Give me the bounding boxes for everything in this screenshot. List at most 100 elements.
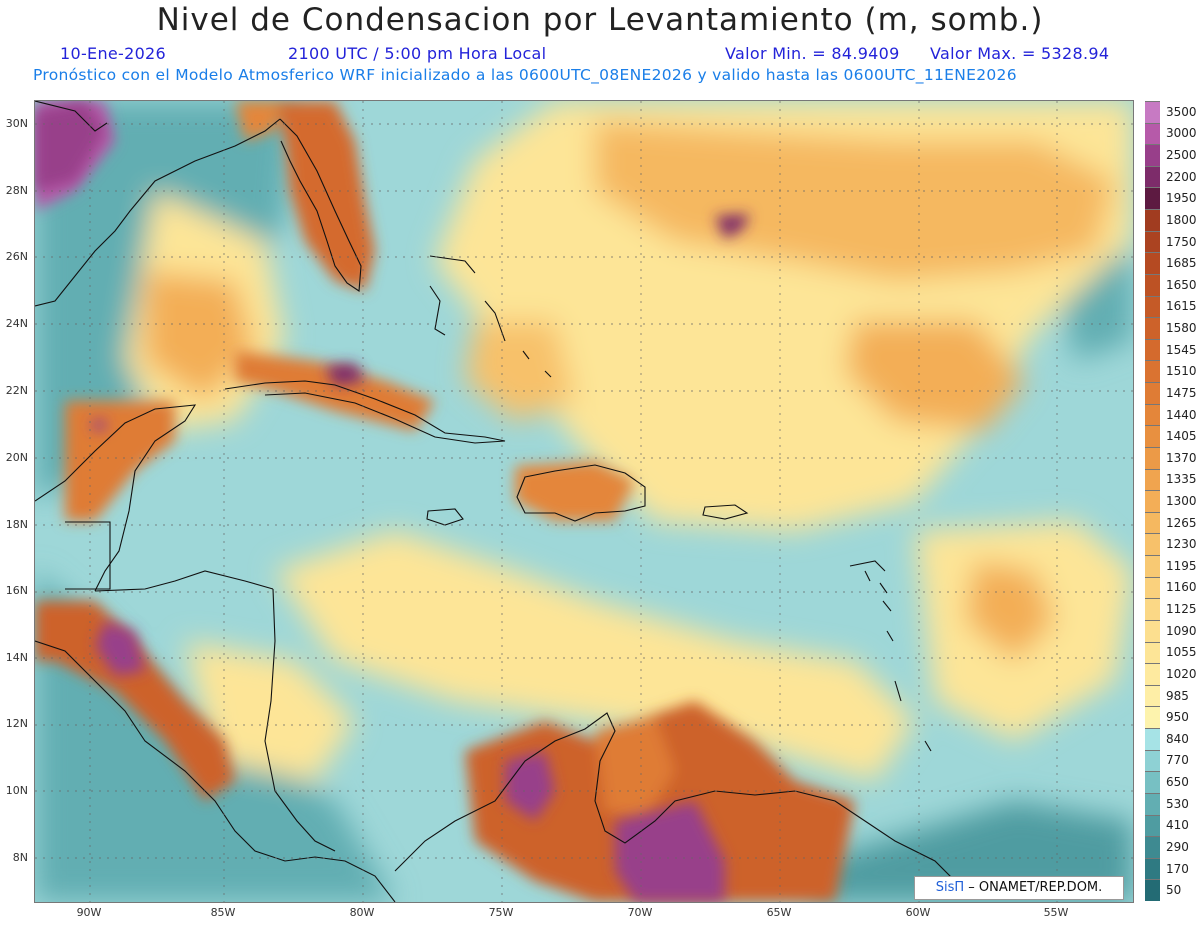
chart-title: Nivel de Condensacion por Levantamiento … xyxy=(156,2,1044,38)
legend-color-box xyxy=(1145,771,1160,793)
legend-label: 1950 xyxy=(1166,191,1197,206)
legend-label: 1020 xyxy=(1166,666,1197,681)
legend-color-box xyxy=(1145,230,1160,253)
legend-color-box xyxy=(1145,814,1160,837)
legend-label: 410 xyxy=(1166,818,1189,833)
lon-label: 80W xyxy=(349,906,375,919)
legend-label: 2200 xyxy=(1166,169,1197,184)
legend-color-box xyxy=(1145,641,1160,664)
legend-color-box xyxy=(1145,273,1160,296)
lat-label: 10N xyxy=(5,784,28,797)
legend-label: 3000 xyxy=(1166,126,1197,141)
legend-color-box xyxy=(1145,749,1160,772)
forecast-date: 10-Ene-2026 xyxy=(60,44,167,63)
legend-color-box xyxy=(1145,122,1160,145)
legend-label: 1440 xyxy=(1166,407,1197,422)
legend-color-box xyxy=(1145,187,1160,210)
legend-color-box xyxy=(1145,382,1160,404)
lat-label: 18N xyxy=(5,518,28,531)
legend-color-box xyxy=(1145,706,1160,728)
legend-color-box xyxy=(1145,879,1160,901)
legend-label: 1475 xyxy=(1166,385,1197,400)
legend-color-box xyxy=(1145,252,1160,274)
legend-label: 290 xyxy=(1166,839,1189,854)
color-legend xyxy=(1145,101,1160,901)
legend-color-box xyxy=(1145,317,1160,339)
lcl-shaded-field xyxy=(35,101,1133,902)
legend-color-box xyxy=(1145,533,1160,556)
legend-color-box xyxy=(1145,425,1160,447)
lon-label: 55W xyxy=(1043,906,1069,919)
legend-color-box xyxy=(1145,101,1160,123)
legend-label: 1055 xyxy=(1166,645,1197,660)
lcl-map xyxy=(34,100,1134,903)
legend-label: 1160 xyxy=(1166,580,1197,595)
legend-color-box xyxy=(1145,619,1160,642)
legend-color-box xyxy=(1145,338,1160,361)
legend-color-box xyxy=(1145,209,1160,231)
lon-label: 65W xyxy=(766,906,792,919)
legend-label: 770 xyxy=(1166,753,1189,768)
lon-label: 70W xyxy=(627,906,653,919)
credit-text: – ONAMET/REP.DOM. xyxy=(964,880,1103,895)
value-max: Valor Max. = 5328.94 xyxy=(930,44,1110,63)
legend-color-box xyxy=(1145,684,1160,707)
legend-label: 530 xyxy=(1166,796,1189,811)
lat-label: 12N xyxy=(5,717,28,730)
legend-color-box xyxy=(1145,598,1160,620)
legend-label: 3500 xyxy=(1166,104,1197,119)
legend-label: 1125 xyxy=(1166,602,1197,617)
legend-label: 1615 xyxy=(1166,299,1197,314)
legend-label: 1265 xyxy=(1166,515,1197,530)
lon-label: 75W xyxy=(488,906,514,919)
value-min: Valor Min. = 84.9409 xyxy=(725,44,900,63)
legend-label: 985 xyxy=(1166,688,1189,703)
legend-color-box xyxy=(1145,511,1160,534)
legend-color-box xyxy=(1145,792,1160,815)
legend-label: 1230 xyxy=(1166,537,1197,552)
lat-label: 26N xyxy=(5,250,28,263)
legend-color-box xyxy=(1145,728,1160,750)
legend-label: 1510 xyxy=(1166,364,1197,379)
legend-label: 1195 xyxy=(1166,558,1197,573)
credit-box: SisΠ – ONAMET/REP.DOM. xyxy=(914,876,1124,900)
credit-brand: SisΠ xyxy=(935,880,965,895)
lat-label: 20N xyxy=(5,451,28,464)
legend-color-box xyxy=(1145,165,1160,188)
legend-color-box xyxy=(1145,403,1160,426)
lat-label: 30N xyxy=(5,117,28,130)
legend-label: 1300 xyxy=(1166,494,1197,508)
lon-label: 85W xyxy=(210,906,236,919)
legend-label: 1335 xyxy=(1166,472,1197,487)
legend-label: 1545 xyxy=(1166,342,1197,357)
lat-label: 16N xyxy=(5,584,28,597)
legend-color-box xyxy=(1145,576,1160,599)
lon-label: 60W xyxy=(905,906,931,919)
legend-label: 170 xyxy=(1166,861,1189,876)
legend-color-box xyxy=(1145,446,1160,469)
legend-label: 1090 xyxy=(1166,623,1197,638)
legend-label: 650 xyxy=(1166,775,1189,790)
legend-color-box xyxy=(1145,295,1160,318)
lat-label: 14N xyxy=(5,651,28,664)
forecast-info: Pronóstico con el Modelo Atmosferico WRF… xyxy=(33,66,1017,84)
lon-label: 90W xyxy=(76,906,102,919)
forecast-time: 2100 UTC / 5:00 pm Hora Local xyxy=(288,44,547,63)
lat-label: 8N xyxy=(12,851,28,864)
legend-label: 840 xyxy=(1166,731,1189,746)
legend-label: 1650 xyxy=(1166,277,1197,292)
legend-label: 2500 xyxy=(1166,148,1197,163)
legend-label: 1405 xyxy=(1166,429,1197,444)
lcl-maxima xyxy=(35,101,750,902)
legend-color-box xyxy=(1145,360,1160,383)
lat-label: 22N xyxy=(5,384,28,397)
legend-label: 50 xyxy=(1166,883,1182,898)
legend-label: 1750 xyxy=(1166,234,1197,249)
legend-color-box xyxy=(1145,857,1160,880)
legend-label: 1580 xyxy=(1166,321,1197,336)
lat-label: 28N xyxy=(5,184,28,197)
legend-label: 1800 xyxy=(1166,212,1197,227)
legend-label: 1370 xyxy=(1166,450,1197,465)
legend-color-box xyxy=(1145,468,1160,491)
lat-lon-grid xyxy=(35,101,1133,902)
